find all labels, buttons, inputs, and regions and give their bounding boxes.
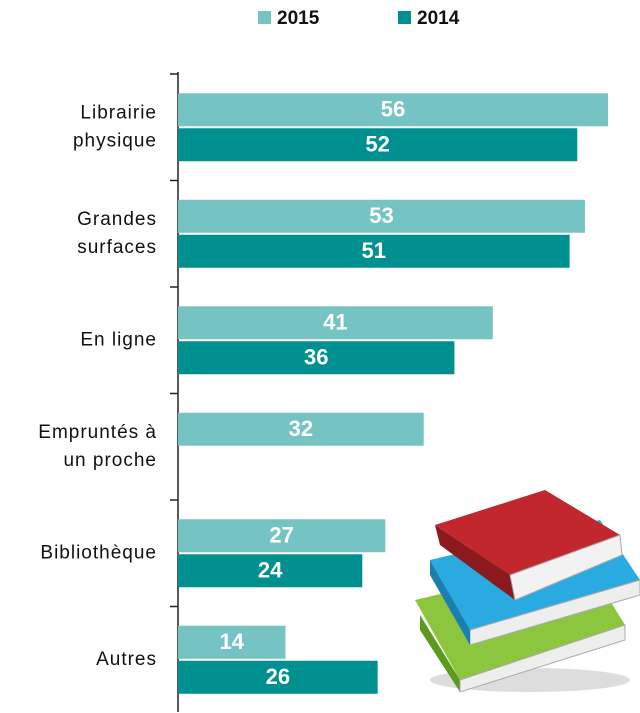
value-label: 26 [266,664,290,689]
bar [178,341,455,375]
bar [178,554,363,588]
bar [178,519,386,553]
value-label: 32 [289,416,313,441]
value-label: 56 [381,97,405,122]
category-label: Grandes surfaces [77,209,157,258]
value-label: 51 [362,238,386,263]
bar [178,199,585,233]
bar [178,412,424,446]
bar [178,93,608,127]
legend-label: 2014 [417,8,460,29]
books-illustration [415,490,640,693]
value-label: 36 [304,345,328,370]
legend-swatch [258,11,271,24]
bar [178,234,570,268]
value-label: 53 [369,203,393,228]
value-label: 27 [269,523,293,548]
value-label: 14 [220,629,245,654]
bar [178,625,286,659]
value-label: 24 [258,558,283,583]
category-label: Bibliothèque [40,542,157,563]
bar [178,306,493,340]
value-label: 41 [323,310,347,335]
category-label: Librairie physique [73,102,157,151]
bar [178,128,578,162]
legend-swatch [398,11,411,24]
category-label: En ligne [80,329,157,350]
legend-label: 2015 [277,8,320,29]
bar [178,660,378,694]
value-label: 52 [365,132,389,157]
category-label: Autres [96,649,157,670]
category-label: Empruntés à un proche [38,422,157,471]
